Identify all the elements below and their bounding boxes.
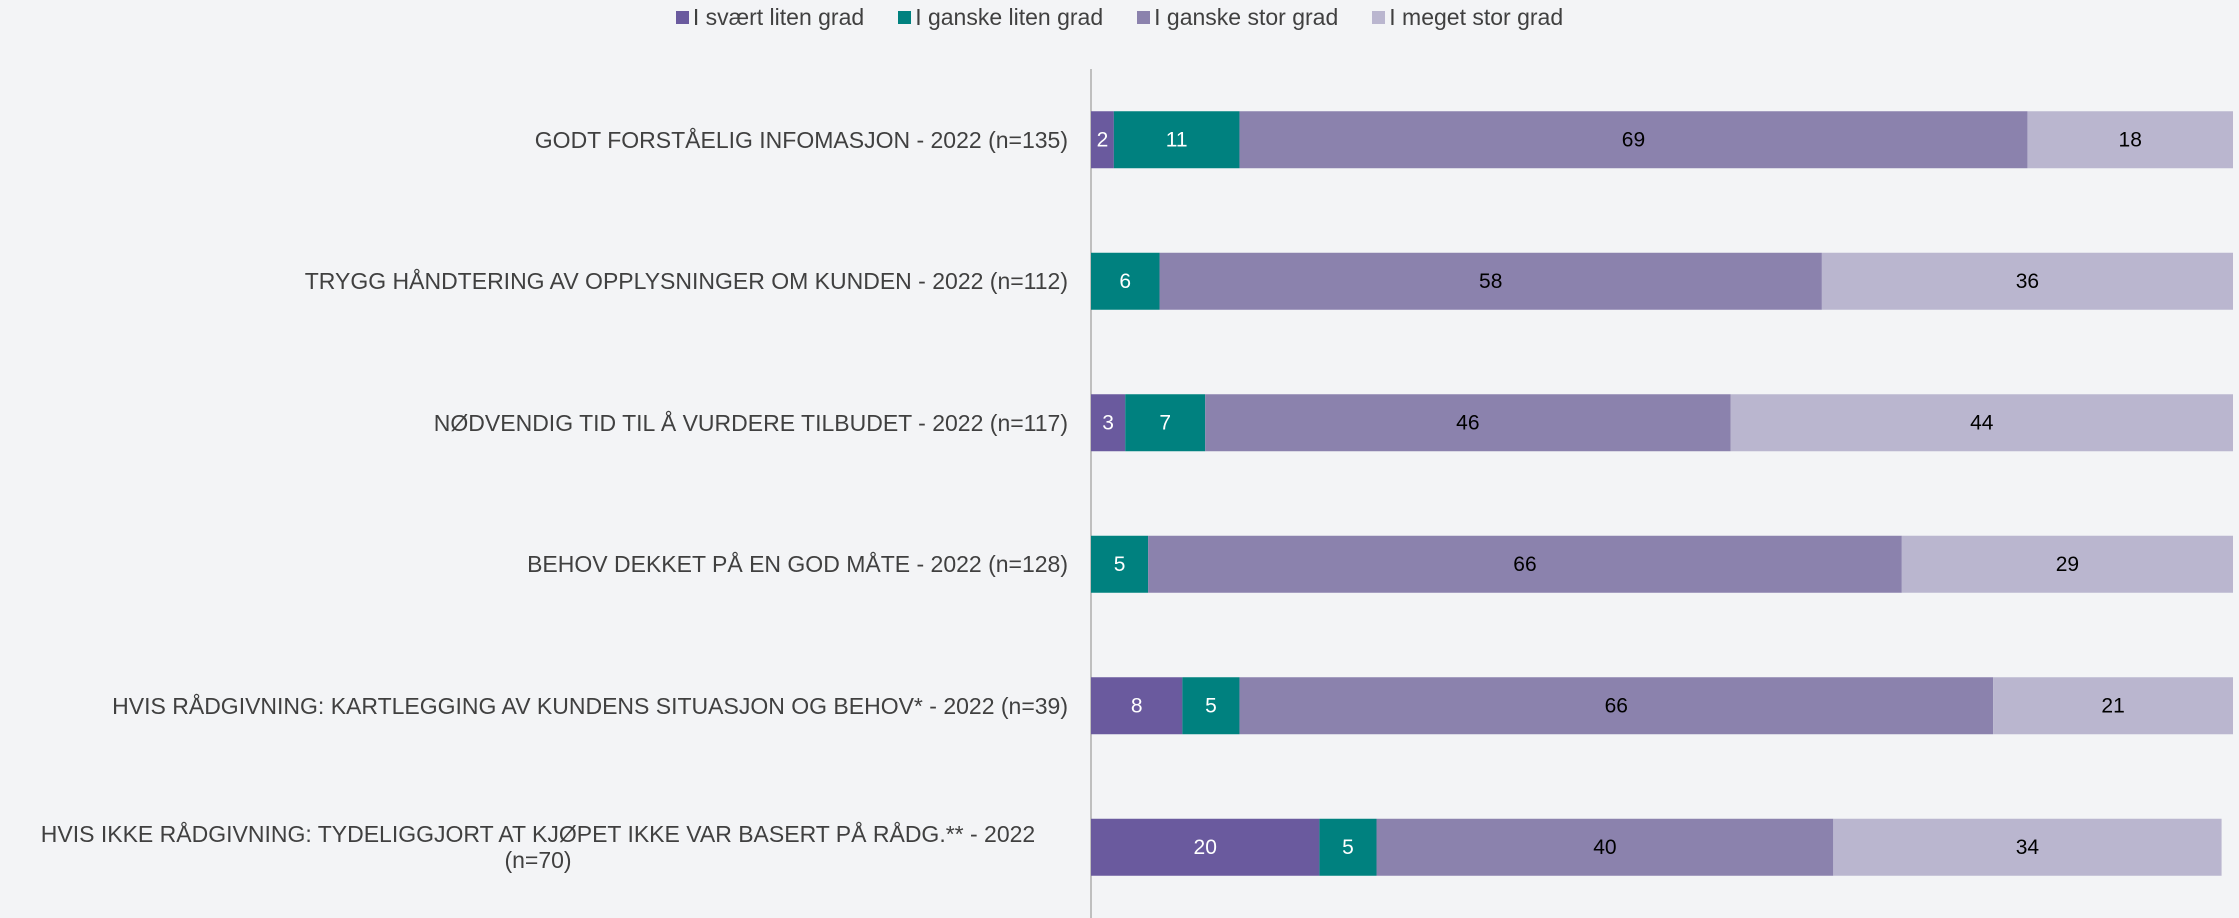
category-label: TRYGG HÅNDTERING AV OPPLYSNINGER OM KUND…: [0, 241, 1068, 321]
value-label: 3: [1102, 411, 1114, 434]
value-label: 20: [1194, 836, 1217, 859]
value-label: 6: [1119, 270, 1131, 293]
category-label: NØDVENDIG TID TIL Å VURDERE TILBUDET - 2…: [0, 383, 1068, 463]
value-label: 69: [1622, 128, 1645, 151]
legend-item: I svært liten grad: [675, 4, 865, 31]
legend-swatch: [675, 11, 689, 24]
value-label: 29: [2056, 553, 2079, 576]
bar-segment: [1091, 111, 1114, 169]
category-label: GODT FORSTÅELIG INFOMASJON - 2022 (n=135…: [0, 100, 1068, 180]
bar-segment: [1091, 818, 1320, 876]
bar-segment: [1091, 535, 1149, 593]
bar-segment: [1091, 394, 1126, 452]
value-label: 8: [1131, 694, 1143, 717]
bar-segment: [1730, 394, 2233, 452]
category-text: NØDVENDIG TID TIL Å VURDERE TILBUDET - 2…: [433, 409, 1068, 436]
bar-segment: [1833, 818, 2222, 876]
category-text: HVIS RÅDGIVNING: KARTLEGGING AV KUNDENS …: [112, 692, 1068, 719]
category-label: HVIS IKKE RÅDGIVNING: TYDELIGGJORT AT KJ…: [0, 807, 1068, 887]
legend-swatch: [1372, 11, 1386, 24]
legend: I svært liten grad I ganske liten grad I g…: [0, 4, 2239, 31]
category-text: TRYGG HÅNDTERING AV OPPLYSNINGER OM KUND…: [304, 268, 1068, 295]
value-label: 58: [1479, 270, 1502, 293]
category-label: BEHOV DEKKET PÅ EN GOD MÅTE - 2022 (n=12…: [0, 524, 1068, 604]
value-label: 44: [1970, 411, 1994, 434]
value-label: 34: [2016, 836, 2040, 859]
legend-label: I svært liten grad: [692, 4, 865, 30]
bar-segment: [1125, 394, 1206, 452]
legend-swatch: [898, 11, 912, 24]
bar-segment: [1182, 677, 1240, 735]
bar-segment: [2027, 111, 2233, 169]
legend-label: I ganske liten grad: [915, 4, 1104, 30]
value-label: 66: [1513, 553, 1536, 576]
value-label: 21: [2101, 694, 2124, 717]
bar-segment: [1205, 394, 1731, 452]
bar-segment: [1319, 818, 1377, 876]
legend-label: I meget stor grad: [1389, 4, 1564, 30]
bar-segment: [1113, 111, 1240, 169]
bar-segment: [1148, 535, 1902, 593]
bar-segment: [1091, 677, 1183, 735]
legend-item: I meget stor grad: [1372, 4, 1563, 31]
value-label: 66: [1605, 694, 1628, 717]
bar-segment: [1901, 535, 2233, 593]
bar-segment: [1239, 111, 2028, 169]
legend-item: I ganske stor grad: [1137, 4, 1338, 31]
value-label: 2: [1097, 128, 1109, 151]
category-text: HVIS IKKE RÅDGIVNING: TYDELIGGJORT AT KJ…: [40, 821, 1036, 874]
value-label: 5: [1114, 553, 1126, 576]
legend-swatch: [1137, 11, 1151, 24]
bar-segment: [1376, 818, 1834, 876]
category-label: HVIS RÅDGIVNING: KARTLEGGING AV KUNDENS …: [0, 666, 1068, 746]
value-label: 46: [1456, 411, 1479, 434]
category-text: BEHOV DEKKET PÅ EN GOD MÅTE - 2022 (n=12…: [527, 551, 1068, 578]
value-label: 40: [1593, 836, 1616, 859]
legend-item: I ganske liten grad: [898, 4, 1103, 31]
value-label: 18: [2119, 128, 2142, 151]
value-label: 7: [1159, 411, 1171, 434]
bar-segment: [1993, 677, 2233, 735]
value-label: 5: [1205, 694, 1217, 717]
bar-segment: [1239, 677, 1994, 735]
value-label: 11: [1166, 128, 1188, 151]
bar-segment: [1159, 252, 1822, 310]
value-label: 36: [2016, 270, 2039, 293]
category-text: GODT FORSTÅELIG INFOMASJON - 2022 (n=135…: [534, 126, 1068, 153]
value-label: 5: [1342, 836, 1354, 859]
bar-segment: [1091, 252, 1160, 310]
bar-segment: [1821, 252, 2233, 310]
legend-label: I ganske stor grad: [1154, 4, 1339, 30]
